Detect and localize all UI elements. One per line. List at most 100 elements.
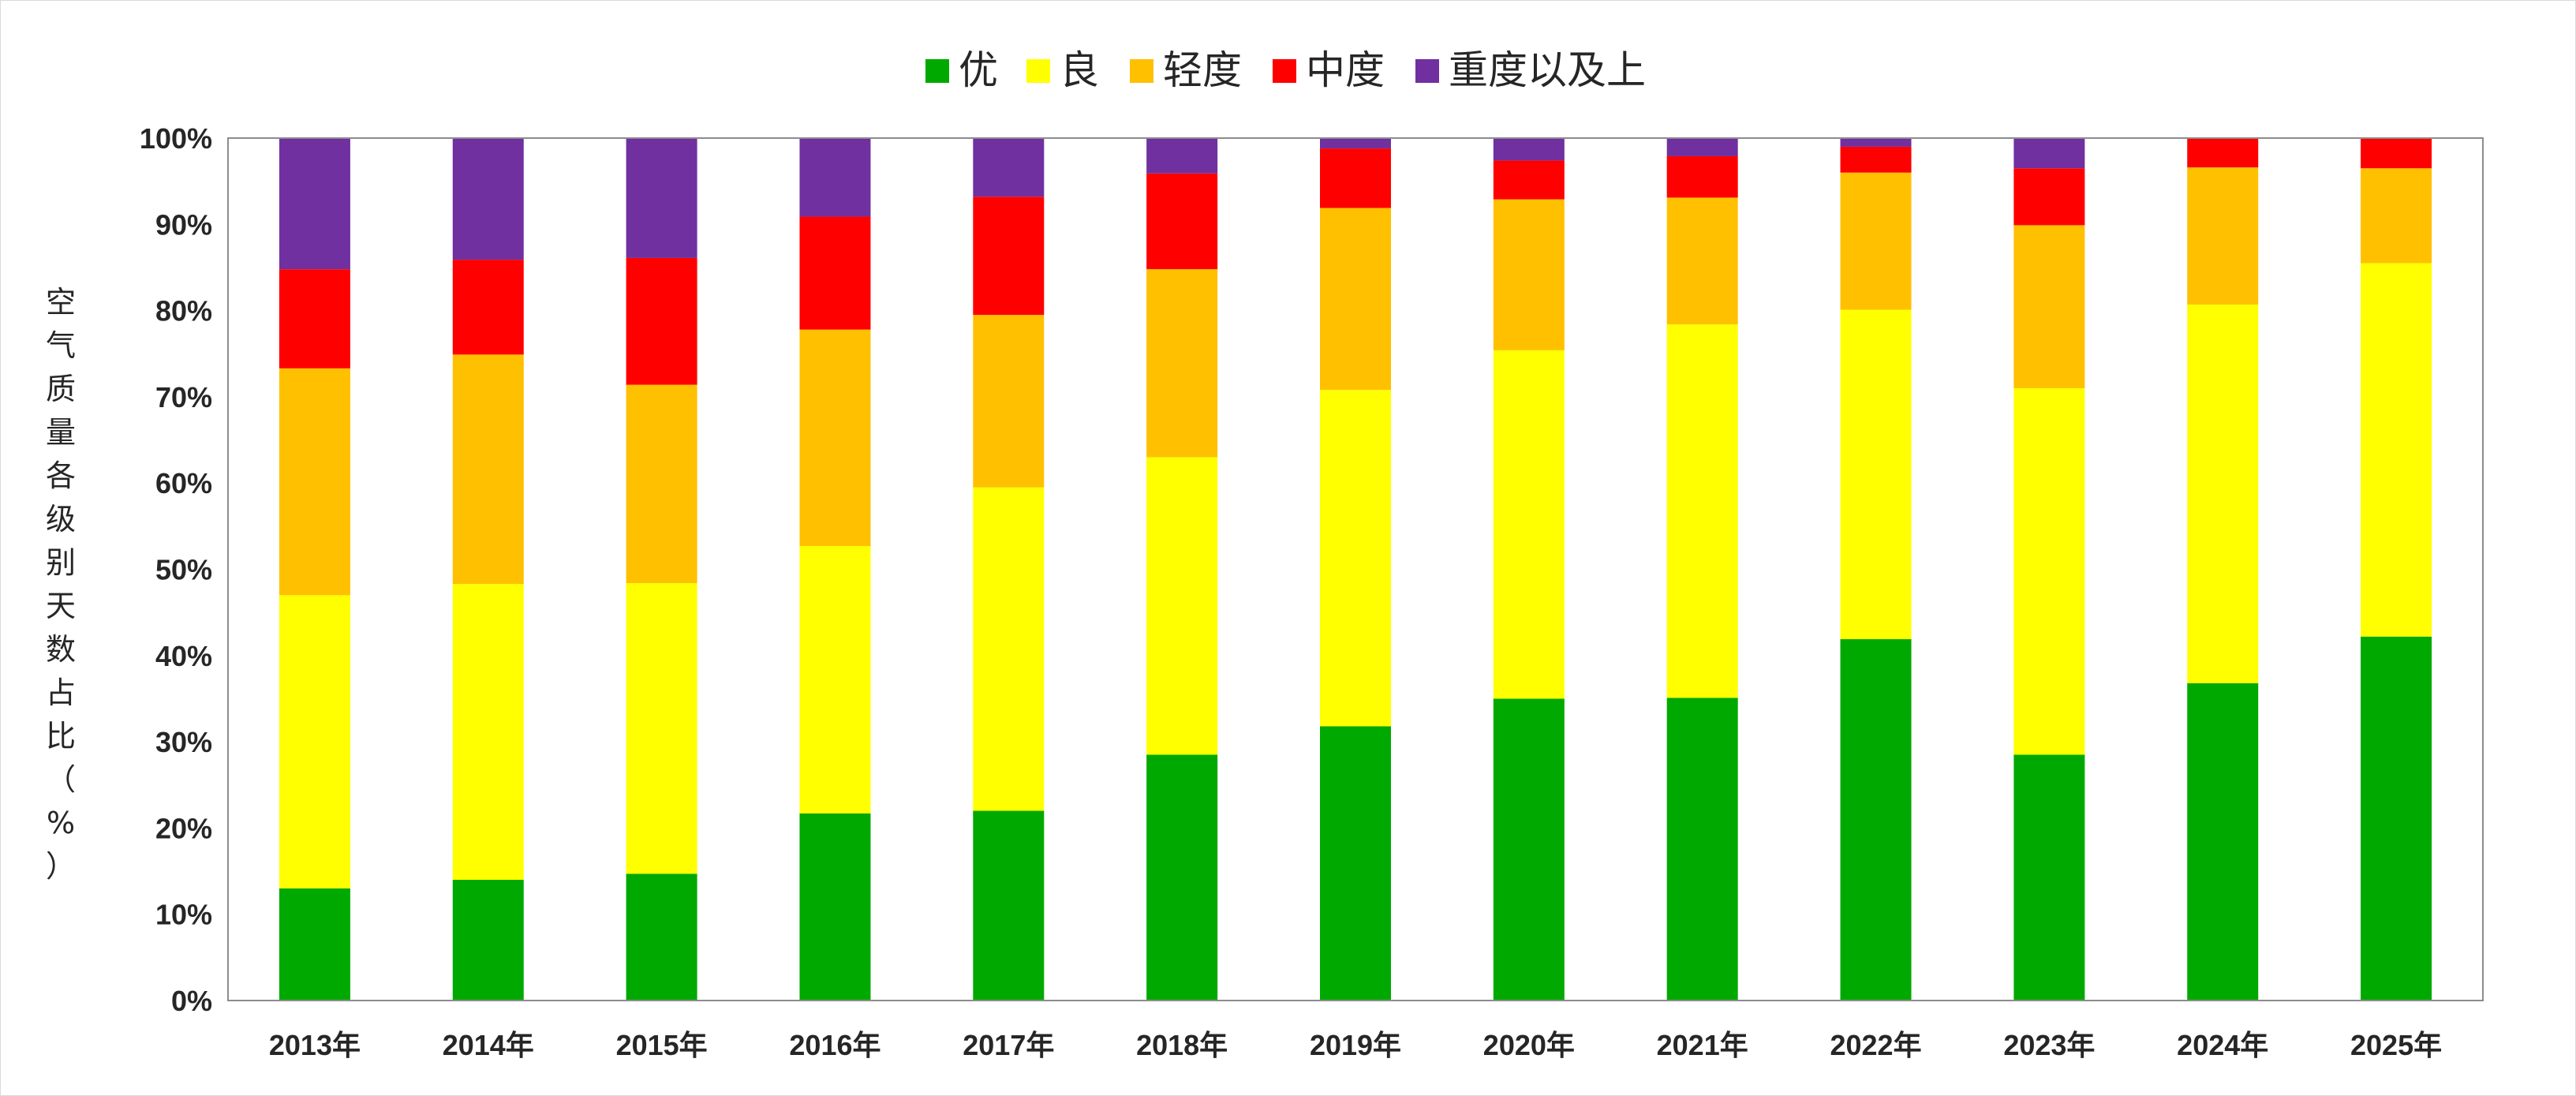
bar-segment (1666, 138, 1738, 156)
y-tick-label: 20% (155, 812, 212, 844)
bar-segment (799, 138, 871, 217)
bar-segment (279, 138, 350, 270)
bar-segment (1840, 309, 1912, 640)
x-tick-label: 2020年 (1483, 1029, 1575, 1061)
legend-label: 轻度 (1163, 47, 1242, 93)
bar-segment (1840, 639, 1912, 1001)
bar-segment (1493, 698, 1565, 1001)
bar-segment (973, 487, 1045, 811)
y-tick-label: 100% (140, 122, 212, 155)
y-tick-label: 10% (155, 899, 212, 931)
bar-segment (279, 269, 350, 368)
x-tick-label: 2019年 (1310, 1029, 1401, 1061)
bar-segment (2013, 225, 2085, 388)
bar-segment (279, 888, 350, 1001)
x-tick-label: 2024年 (2177, 1029, 2268, 1061)
bar-segment (626, 257, 697, 385)
bar-segment (626, 582, 697, 874)
bar-segment (973, 810, 1045, 1001)
plot-area-border (227, 137, 2484, 1001)
bar-segment (1840, 146, 1912, 173)
bar-segment (1493, 350, 1565, 699)
bar-segment (2361, 168, 2432, 264)
bar-segment (2013, 168, 2085, 226)
legend-label: 重度以及上 (1449, 47, 1646, 93)
x-tick-label: 2018年 (1136, 1029, 1228, 1061)
x-axis-ticks: 2013年 2014年 2015年 2016年 2017年 2018年 2019年 2020年… (269, 1029, 2442, 1061)
y-axis-title-text: 空气质量各级别天数占比（%） (46, 285, 76, 884)
bar-segment (626, 873, 697, 1001)
x-tick-label: 2015年 (616, 1029, 708, 1061)
y-tick-label: 50% (155, 554, 212, 586)
bar-segment (2361, 636, 2432, 1001)
bar-segment (1666, 698, 1738, 1001)
bar-segment (1146, 138, 1218, 174)
x-tick-label: 2021年 (1657, 1029, 1748, 1061)
bar-segment (2013, 387, 2085, 755)
x-tick-label: 2025年 (2350, 1029, 2442, 1061)
bar-segment (1146, 173, 1218, 270)
bar-segment (1493, 199, 1565, 350)
y-axis-title: 空气质量各级别天数占比（%） (46, 285, 76, 884)
bar-segment (1320, 148, 1391, 208)
bar-segment (799, 545, 871, 814)
bar-segment (626, 138, 697, 258)
bar-segment (799, 216, 871, 330)
bar-segment (1666, 324, 1738, 698)
legend-swatch (1130, 59, 1153, 83)
bar-segment (1146, 269, 1218, 458)
y-tick-label: 0% (171, 985, 212, 1017)
legend-label: 良 (1060, 47, 1099, 93)
x-tick-label: 2013年 (269, 1029, 361, 1061)
y-tick-label: 70% (155, 381, 212, 413)
legend-swatch (1415, 59, 1439, 83)
legend-swatch (1026, 59, 1050, 83)
bar-segment (973, 196, 1045, 316)
bar-segment (973, 138, 1045, 197)
bar-segment (2187, 304, 2259, 683)
legend: 优 良 轻度 中度 重度以及上 (925, 47, 1646, 93)
bar-segment (279, 595, 350, 888)
legend-swatch (1273, 59, 1296, 83)
bar-segment (1666, 155, 1738, 198)
bar-segment (452, 879, 524, 1001)
y-tick-label: 60% (155, 467, 212, 499)
legend-swatch (925, 59, 949, 83)
bar-segment (1840, 138, 1912, 147)
bar-segment (1320, 138, 1391, 149)
x-tick-label: 2022年 (1830, 1029, 1921, 1061)
bars (279, 138, 2432, 1001)
x-tick-label: 2017年 (963, 1029, 1054, 1061)
bar-segment (2187, 167, 2259, 305)
bar-segment (279, 368, 350, 596)
bar-segment (1666, 197, 1738, 325)
bar-segment (2361, 138, 2432, 169)
y-tick-label: 30% (155, 726, 212, 758)
bar-segment (1146, 754, 1218, 1001)
bar-segment (2013, 754, 2085, 1001)
bar-segment (2013, 138, 2085, 169)
y-axis-ticks: 0% 10% 20% 30% 40% 50% 60% 70% 80% 90% 100% (140, 122, 212, 1017)
bar-segment (2187, 683, 2259, 1001)
bar-segment (1320, 390, 1391, 727)
bar-segment (1320, 208, 1391, 391)
bar-segment (1146, 457, 1218, 755)
bar-segment (1320, 726, 1391, 1001)
x-tick-label: 2016年 (789, 1029, 880, 1061)
bar-segment (452, 260, 524, 355)
x-tick-label: 2023年 (2003, 1029, 2095, 1061)
bar-segment (1493, 160, 1565, 200)
bar-segment (452, 138, 524, 260)
y-tick-label: 90% (155, 208, 212, 241)
x-tick-label: 2014年 (443, 1029, 534, 1061)
bar-segment (973, 315, 1045, 488)
legend-label: 中度 (1306, 47, 1385, 93)
bar-segment (799, 813, 871, 1001)
bar-segment (452, 584, 524, 880)
bar-segment (452, 354, 524, 585)
legend-label: 优 (959, 47, 998, 93)
bar-segment (2361, 263, 2432, 637)
y-tick-label: 80% (155, 295, 212, 327)
